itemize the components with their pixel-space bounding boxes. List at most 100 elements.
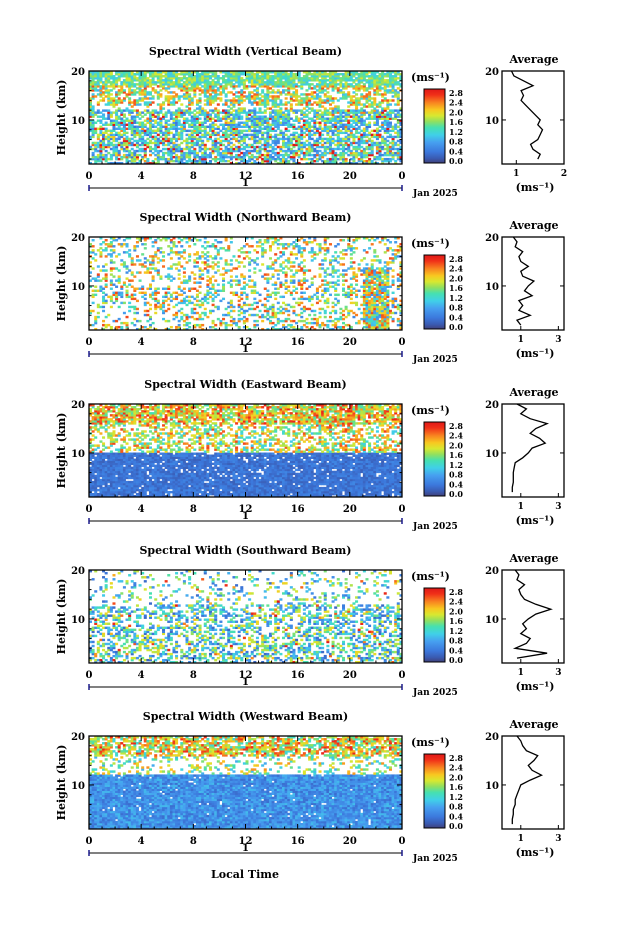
heatmap-cell [339, 97, 343, 100]
heatmap-cell [206, 83, 210, 86]
heatmap-cell [255, 81, 259, 84]
heatmap-cell [227, 143, 231, 147]
heatmap-cell [96, 137, 100, 141]
heatmap-cell [177, 253, 181, 256]
heatmap-cell [263, 99, 267, 102]
heatmap-cell [201, 107, 205, 110]
heatmap-cell [396, 157, 400, 161]
heatmap-cell [235, 145, 239, 149]
heatmap-cell [336, 131, 340, 135]
heatmap-cell [370, 159, 374, 163]
heatmap-cell [362, 147, 366, 151]
heatmap-cell [154, 91, 158, 94]
heatmap-cell [339, 91, 343, 94]
heatmap-cell [227, 99, 231, 102]
heatmap-cell [381, 125, 385, 129]
heatmap-cell [242, 245, 246, 248]
heatmap-cell [222, 279, 226, 282]
heatmap-cell [135, 237, 139, 240]
heatmap-cell [365, 153, 369, 157]
heatmap-cell [237, 99, 241, 102]
heatmap-cell [190, 77, 194, 80]
heatmap-cell [211, 143, 215, 147]
heatmap-cell [96, 149, 100, 153]
heatmap-cell [198, 77, 202, 80]
heatmap-cell [263, 241, 267, 244]
heatmap-cell [222, 277, 226, 280]
heatmap-cell [271, 77, 275, 80]
heatmap-cell [120, 135, 124, 139]
heatmap-cell [141, 147, 145, 151]
heatmap-cell [229, 91, 233, 94]
heatmap-cell [375, 89, 379, 92]
heatmap-cell [133, 133, 137, 137]
heatmap-cell [125, 147, 129, 151]
heatmap-cell [146, 237, 150, 240]
heatmap-cell [279, 93, 283, 96]
heatmap-cell [169, 83, 173, 86]
heatmap-cell [151, 321, 155, 325]
heatmap-cell [263, 95, 267, 98]
heatmap-cell [109, 83, 113, 86]
heatmap-cell [292, 155, 296, 159]
heatmap-cell [128, 151, 132, 155]
heatmap-cell [394, 77, 398, 80]
heatmap-cell [289, 103, 293, 106]
heatmap-cell [120, 101, 124, 104]
heatmap-cell [342, 161, 346, 165]
heatmap-cell [268, 81, 272, 84]
heatmap-cell [268, 145, 272, 149]
heatmap-cell [177, 121, 181, 124]
heatmap-cell [253, 109, 257, 112]
heatmap-cell [365, 151, 369, 155]
heatmap-cell [282, 139, 286, 143]
heatmap-cell [143, 237, 147, 240]
heatmap-cell [373, 123, 377, 126]
heatmap-cell [154, 121, 158, 124]
heatmap-cell [240, 99, 244, 102]
heatmap-cell [128, 159, 132, 163]
heatmap-cell [302, 157, 306, 161]
heatmap-cell [297, 121, 301, 124]
heatmap-cell [292, 111, 296, 114]
heatmap-cell [287, 257, 291, 260]
heatmap-cell [146, 309, 150, 313]
heatmap-cell [224, 113, 228, 116]
heatmap-cell [378, 133, 382, 137]
heatmap-cell [143, 131, 147, 135]
heatmap-cell [373, 71, 377, 74]
heatmap-cell [375, 79, 379, 82]
heatmap-cell [102, 297, 106, 301]
heatmap-cell [185, 315, 189, 319]
heatmap-cell [360, 119, 364, 122]
heatmap-cell [331, 151, 335, 155]
heatmap-cell [368, 93, 372, 96]
heatmap-cell [375, 135, 379, 139]
heatmap-cell [109, 147, 113, 151]
heatmap-cell [211, 101, 215, 104]
heatmap-cell [292, 327, 296, 331]
heatmap-cell [349, 103, 353, 106]
heatmap-cell [164, 79, 168, 82]
heatmap-cell [242, 281, 246, 284]
heatmap-cell [297, 109, 301, 112]
heatmap-cell [232, 121, 236, 124]
heatmap-cell [193, 273, 197, 276]
heatmap-cell [177, 81, 181, 84]
heatmap-cell [117, 277, 121, 280]
heatmap-cell [292, 285, 296, 288]
heatmap-cell [274, 291, 278, 295]
heatmap-cell [248, 101, 252, 104]
heatmap-cell [109, 299, 113, 303]
heatmap-cell [188, 145, 192, 149]
heatmap-cell [96, 273, 100, 276]
heatmap-cell [287, 139, 291, 143]
heatmap-cell [352, 87, 356, 90]
heatmap-cell [336, 83, 340, 86]
heatmap-cell [94, 95, 98, 98]
heatmap-cell [156, 117, 160, 120]
heatmap-cell [261, 253, 265, 256]
heatmap-cell [185, 153, 189, 157]
heatmap-cell [96, 81, 100, 84]
heatmap-cell [287, 79, 291, 82]
